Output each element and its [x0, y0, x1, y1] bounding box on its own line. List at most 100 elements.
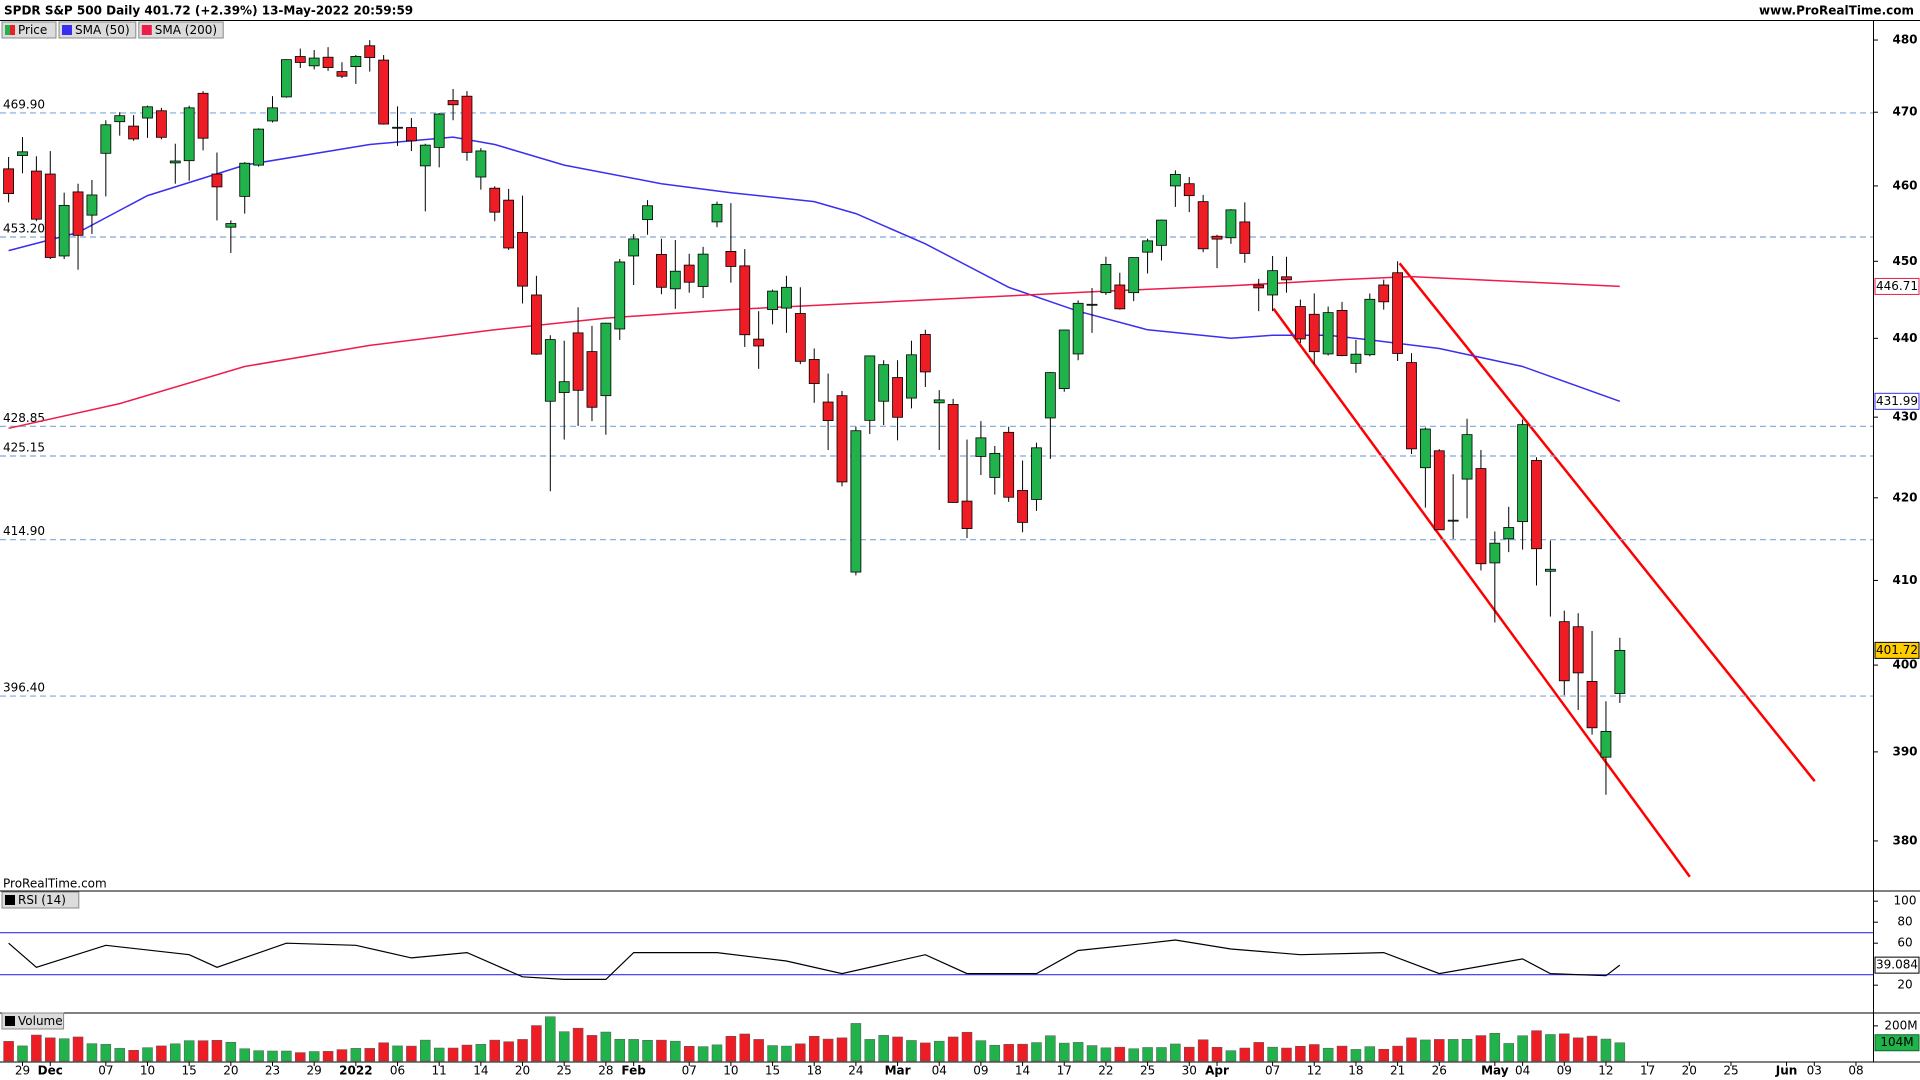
x-tick-label: 08: [1848, 1064, 1863, 1078]
candle-body: [128, 125, 140, 140]
candle-body: [1461, 434, 1473, 480]
candle-body: [3, 168, 14, 195]
level-label: 425.15: [3, 441, 45, 455]
x-tick-label: 22: [1098, 1064, 1113, 1078]
candle-body: [961, 500, 973, 529]
volume-bar: [156, 1045, 167, 1062]
candle-body: [267, 107, 278, 122]
volume-bar: [933, 1040, 945, 1062]
candle-body: [669, 270, 681, 290]
candle-body: [1378, 284, 1390, 303]
legend-box: [1, 21, 57, 39]
x-tick-label: 29: [15, 1064, 30, 1078]
volume-bar: [947, 1036, 959, 1062]
candle-body: [1406, 362, 1417, 450]
candle-body: [628, 238, 640, 257]
volume-bar: [1197, 1039, 1209, 1062]
level-label: 396.40: [3, 681, 45, 695]
volume-bar: [1336, 1045, 1348, 1062]
x-tick-label: 14: [473, 1064, 488, 1078]
volume-bar: [86, 1043, 98, 1062]
panel-title-box: [1, 891, 80, 909]
volume-bar: [545, 1016, 556, 1062]
candle-body: [322, 56, 334, 68]
volume-bar: [795, 1043, 806, 1062]
volume-bar: [433, 1047, 445, 1062]
legend-swatch: [141, 25, 152, 35]
candle-body: [475, 150, 487, 178]
volume-bar: [295, 1052, 306, 1062]
candle-body: [1211, 235, 1223, 240]
candle-body: [711, 203, 723, 223]
level-label: 453.20: [3, 221, 45, 235]
volume-bar: [864, 1039, 876, 1062]
x-tick-label: 12: [1307, 1064, 1322, 1078]
volume-bar: [17, 1045, 28, 1062]
candle-body: [600, 322, 612, 397]
volume-bar: [447, 1047, 459, 1062]
y-tick-label: 80: [1897, 915, 1912, 929]
volume-bar: [1211, 1047, 1223, 1062]
candle-body: [1100, 264, 1112, 294]
candle-body: [142, 106, 153, 119]
candle-body: [1058, 329, 1070, 389]
candle-body: [86, 194, 98, 216]
channel-line-upper: [1398, 262, 1816, 782]
candle-body: [753, 338, 765, 347]
candle-body: [1128, 257, 1140, 294]
volume-bar: [197, 1040, 209, 1062]
volume-bar: [517, 1039, 528, 1062]
volume-bar: [1072, 1042, 1084, 1062]
candle-body: [1517, 424, 1529, 522]
x-tick-label: 25: [1140, 1064, 1155, 1078]
volume-bar: [1420, 1039, 1431, 1062]
x-tick-label: Mar: [885, 1064, 911, 1078]
candle-body: [781, 286, 792, 309]
volume-bar: [586, 1035, 598, 1062]
candle-body: [1017, 490, 1028, 523]
volume-bar: [503, 1041, 514, 1062]
x-tick-label: 17: [1640, 1064, 1655, 1078]
candle-body: [517, 232, 528, 287]
volume-bar: [1600, 1038, 1612, 1062]
volume-bar: [461, 1044, 473, 1062]
candle-body: [280, 59, 292, 98]
sma-last-label: 446.71: [1876, 279, 1918, 293]
volume-bar: [1086, 1045, 1098, 1062]
volume-bar: [1142, 1047, 1153, 1062]
volume-bar: [531, 1025, 542, 1062]
candle-body: [614, 261, 626, 330]
volume-bar: [1100, 1047, 1112, 1062]
candle-body: [1114, 284, 1126, 310]
candle-body: [1156, 219, 1167, 246]
volume-bar: [975, 1040, 987, 1062]
candle-body: [1308, 313, 1320, 353]
volume-bar: [308, 1051, 320, 1062]
candle-body: [1225, 209, 1237, 239]
y-tick-label: 380: [1892, 833, 1917, 847]
legend-label: SMA (200): [155, 23, 217, 37]
candle-body: [1183, 183, 1195, 197]
x-tick-label: Dec: [38, 1064, 63, 1078]
legend-box: [58, 21, 137, 39]
volume-bar: [170, 1043, 181, 1062]
volume-bar: [1378, 1048, 1389, 1062]
volume-bar: [656, 1039, 667, 1062]
volume-bar: [1170, 1043, 1181, 1062]
x-tick-label: 24: [848, 1064, 863, 1078]
candle-body: [503, 199, 515, 249]
candle-body: [822, 401, 834, 421]
x-tick-label: 28: [598, 1064, 613, 1078]
candle-body: [294, 56, 306, 63]
volume-bar: [281, 1050, 292, 1062]
candle-body: [406, 127, 417, 142]
x-tick-label: 09: [1557, 1064, 1572, 1078]
legend-swatch: [62, 25, 72, 35]
candle-body: [572, 332, 584, 391]
candle-body: [808, 359, 820, 384]
x-tick-label: 07: [98, 1064, 113, 1078]
volume-bar: [1475, 1035, 1487, 1062]
volume-bar: [1156, 1047, 1167, 1062]
candle-body: [1600, 730, 1612, 758]
